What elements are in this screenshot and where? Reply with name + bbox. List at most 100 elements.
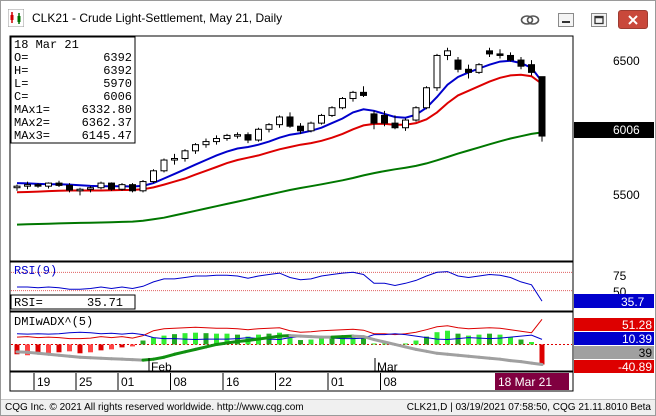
candle-body <box>360 91 367 96</box>
rsi-panel[interactable] <box>9 261 574 312</box>
price-candle <box>297 123 304 134</box>
adx-segment <box>36 351 50 356</box>
adx-segment <box>446 352 460 357</box>
price-candle <box>528 60 535 76</box>
minimize-icon <box>558 12 574 27</box>
x-axis-day-label: 01 <box>331 375 345 389</box>
adx-segment <box>246 337 260 343</box>
dmi-histogram-bar <box>193 332 198 345</box>
candle-body <box>412 107 420 121</box>
x-axis-day-label: 19 <box>37 375 51 389</box>
adx-segment <box>425 349 439 355</box>
price-candle <box>13 184 21 191</box>
dmi-histogram-bar <box>371 343 377 345</box>
candle-body <box>265 124 273 130</box>
candle-body <box>276 116 283 126</box>
cursor-date: 18 Mar 21 <box>498 375 552 389</box>
rsi-value: 35.71 <box>87 296 123 310</box>
data-box-value: 5970 <box>103 77 132 91</box>
chart-area[interactable]: 18 Mar 21 O= 6392 H= 6392 L= 5970 C= 6006 MAx1= 6… <box>1 35 655 398</box>
adx-segment <box>467 354 481 359</box>
price-candle <box>465 64 472 79</box>
adx-segment <box>47 352 61 357</box>
candle-body <box>55 182 63 186</box>
rsi-badge-text: 35.7 <box>621 295 645 309</box>
price-candle <box>402 118 409 131</box>
x-axis-day-label: 16 <box>226 375 240 389</box>
price-candle <box>265 123 273 133</box>
data-box-value: 6392 <box>103 64 132 78</box>
adx-segment <box>162 352 176 359</box>
data-box-label: O= <box>14 51 28 65</box>
dmi-histogram-bar <box>539 344 545 365</box>
price-candle <box>276 115 283 128</box>
price-axis-tick: 6500 <box>613 54 640 68</box>
data-box-label: MAx2= <box>14 116 50 130</box>
candle-body <box>444 50 451 56</box>
status-bar: CQG Inc. © 2021 All rights reserved worl… <box>1 399 655 415</box>
x-axis-month-label: Feb <box>151 360 172 374</box>
candle-body <box>381 114 388 124</box>
price-candle <box>444 47 451 61</box>
dmi-minus-line <box>16 331 543 341</box>
price-candle <box>475 63 483 74</box>
dmi-histogram-bar <box>14 344 20 355</box>
x-axis-day-label: 08 <box>174 375 188 389</box>
maximize-button[interactable] <box>586 10 612 29</box>
candle-body <box>234 134 241 137</box>
candle-body <box>255 128 262 141</box>
adx-segment <box>204 342 218 349</box>
x-axis-month-label: Mar <box>377 360 398 374</box>
candle-body <box>213 138 220 143</box>
dmi-indicator-label: DMIwADX^(5) <box>14 315 93 329</box>
price-candle <box>118 183 126 191</box>
price-candle <box>108 182 115 191</box>
price-candle <box>234 132 241 139</box>
adx-segment <box>488 356 502 361</box>
dmi-histogram-bar <box>319 337 324 345</box>
dmi-plus-line <box>16 318 543 340</box>
x-axis-day-label: 08 <box>384 375 398 389</box>
dmi-histogram-bar <box>277 332 282 345</box>
candle-body <box>507 54 514 61</box>
candle-body <box>24 184 31 187</box>
link-button[interactable] <box>517 10 543 29</box>
candle-body <box>318 114 325 124</box>
chart-canvas[interactable]: 18 Mar 21 O= 6392 H= 6392 L= 5970 C= 6006 MAx1= 6… <box>1 35 655 398</box>
price-candle <box>255 127 262 142</box>
adx-segment <box>519 360 533 365</box>
dmi-histogram-bar <box>46 344 51 354</box>
dmi-histogram-bar <box>329 336 335 345</box>
price-candle <box>45 182 52 189</box>
price-candle <box>507 52 514 62</box>
rsi-indicator-label: RSI(9) <box>14 264 57 278</box>
candle-body <box>244 134 252 141</box>
candle-body <box>339 98 346 109</box>
adx-segment <box>362 335 376 342</box>
data-box-value: 6392 <box>103 51 132 65</box>
price-candle <box>192 143 199 154</box>
last-price-label: 6006 <box>613 123 640 137</box>
price-candle <box>76 187 84 196</box>
data-box-value: 6332.80 <box>82 103 132 117</box>
dmi-histogram-bar <box>403 343 408 345</box>
data-box-label: MAx1= <box>14 103 50 117</box>
dmi-badge <box>574 360 654 373</box>
price-candle <box>171 153 178 165</box>
title-bar[interactable]: CLK21 - Crude Light-Settlement, May 21, … <box>1 1 655 35</box>
dmi-badge-text: -40.89 <box>618 360 652 374</box>
price-candle <box>55 180 63 187</box>
price-candle <box>97 181 105 190</box>
adx-segment <box>26 350 40 355</box>
candle-body <box>423 87 430 109</box>
minimize-button[interactable] <box>553 10 579 29</box>
dmi-badge-text: 51.28 <box>622 318 652 332</box>
price-candle <box>87 186 94 193</box>
price-candle <box>328 106 336 117</box>
close-button[interactable] <box>618 10 648 29</box>
data-box-label: MAx3= <box>14 129 50 143</box>
candle-body <box>286 116 294 127</box>
candle-body <box>97 182 105 189</box>
dmi-histogram-bar <box>466 335 471 345</box>
